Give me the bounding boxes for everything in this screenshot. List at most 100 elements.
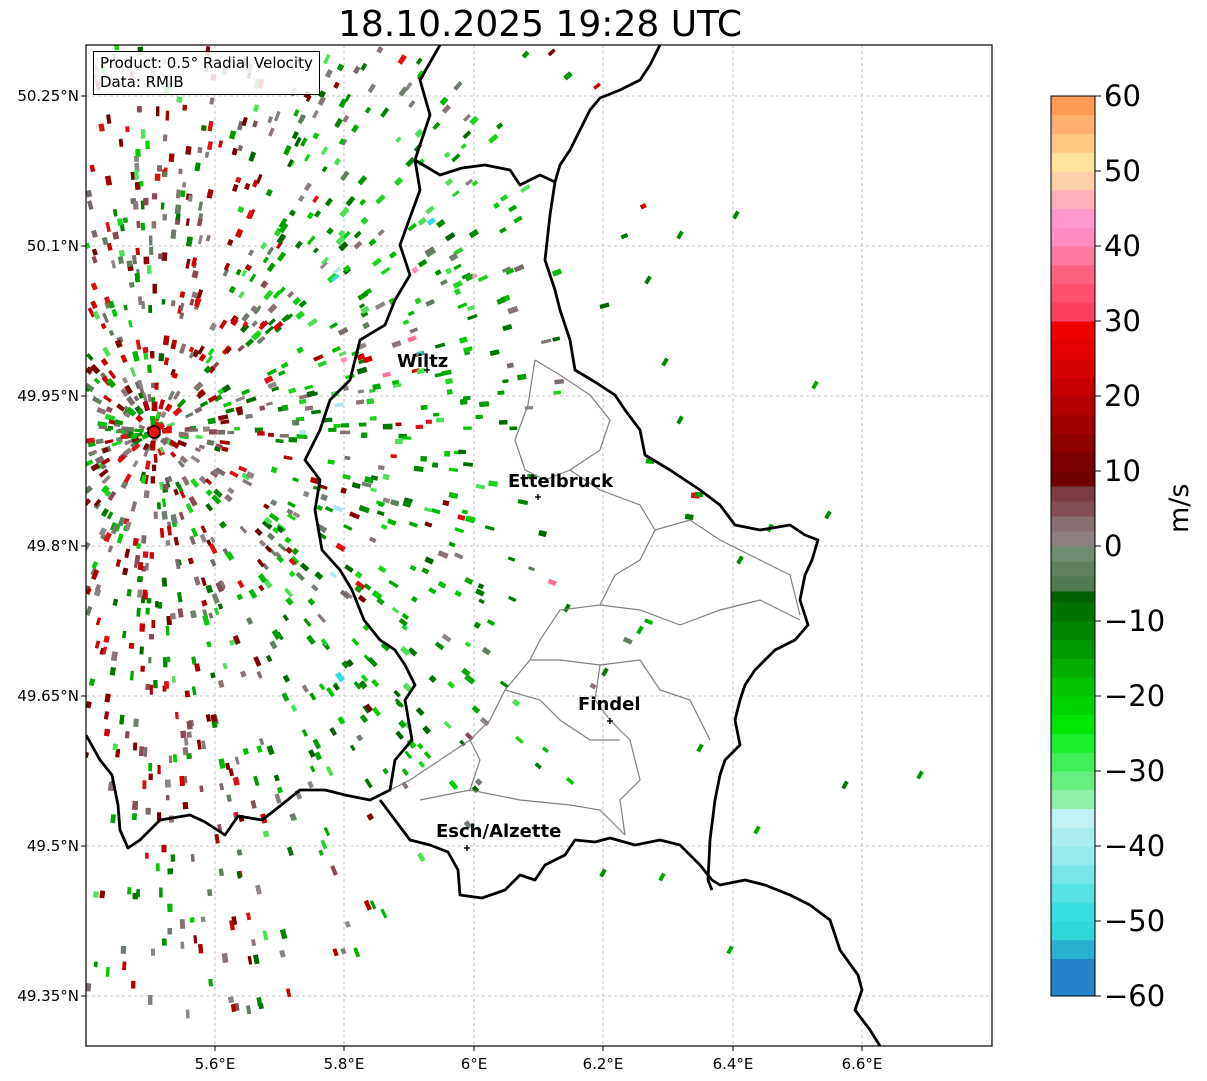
colorbar-tick-label: 60 (1104, 79, 1141, 113)
echo-bin (244, 183, 251, 191)
echo-bin (281, 313, 291, 323)
echo-bin (359, 198, 367, 206)
echo-bin (516, 373, 527, 381)
echo-bin (341, 660, 350, 669)
colorbar-tick-label: 30 (1104, 304, 1141, 338)
echo-bin (453, 263, 462, 271)
echo-bin (106, 114, 112, 124)
echo-bin (328, 427, 337, 432)
colorbar-tick-label: −10 (1104, 604, 1166, 638)
echo-bin (432, 462, 439, 468)
echo-bin (198, 201, 203, 211)
echo-bin (277, 251, 287, 262)
colorbar-segment (1051, 752, 1095, 772)
echo-bin (267, 116, 273, 124)
echo-bin (395, 422, 402, 427)
echo-bin (375, 194, 386, 205)
echo-bin (211, 468, 220, 477)
echo-bin (139, 746, 144, 757)
echo-bin (236, 870, 242, 879)
colorbar-gradient (1051, 96, 1095, 997)
echo-bin (93, 588, 102, 597)
echo-bin (219, 783, 224, 791)
colorbar-segment (1051, 171, 1095, 191)
echo-bin (189, 917, 195, 923)
echo-bin (228, 768, 234, 777)
echo-bin (157, 602, 163, 609)
echo-bin (163, 357, 169, 366)
lon-tick-label: 6.6°E (841, 1055, 883, 1073)
echo-bin (292, 419, 300, 426)
echo-bin (145, 852, 149, 859)
echo-bin (355, 580, 366, 590)
echo-bin (101, 485, 110, 494)
echo-bin (258, 1003, 264, 1010)
echo-bin (327, 459, 335, 465)
echo-bin (100, 322, 107, 330)
echo-bin (370, 475, 379, 481)
echo-bin (268, 512, 280, 522)
echo-bin (142, 443, 150, 451)
echo-bin (338, 241, 349, 252)
echo-bin (120, 480, 129, 490)
echo-bin (221, 446, 229, 453)
radar-site-marker[interactable] (147, 425, 161, 439)
echo-bin (486, 619, 496, 627)
echo-bin (137, 589, 143, 598)
echo-bin (180, 941, 185, 949)
echo-bin (282, 674, 291, 683)
echo-bin (475, 414, 483, 419)
echo-bin (428, 675, 437, 683)
echo-bin (132, 460, 139, 468)
echo-bin (130, 501, 138, 512)
echo-bin (377, 565, 387, 574)
echo-bin (209, 322, 217, 331)
echo-bin (278, 222, 289, 234)
echo-bin (286, 846, 294, 857)
echo-bin (186, 731, 192, 738)
echo-bin (202, 426, 210, 432)
echo-bin (223, 401, 232, 408)
echo-bin (443, 151, 451, 159)
echo-bin (257, 573, 268, 584)
echo-bin (317, 613, 326, 623)
colorbar-tick-label: 50 (1104, 154, 1141, 188)
echo-bin (340, 487, 347, 494)
echo-bin (166, 525, 172, 536)
echo-bin (287, 501, 296, 508)
echo-bin (220, 419, 230, 425)
echo-bin (115, 559, 122, 567)
echo-bin (228, 285, 236, 294)
echo-bin (344, 564, 354, 573)
echo-bin (398, 618, 408, 627)
echo-bin (205, 714, 211, 722)
echo-bin (194, 447, 202, 453)
echo-bin (239, 323, 250, 333)
echo-bin (101, 475, 111, 485)
echo-bin (199, 785, 204, 793)
echo-bin (732, 210, 740, 220)
echo-bin (143, 256, 150, 265)
echo-bin (393, 689, 401, 698)
echo-bin (288, 570, 296, 578)
echo-bin (173, 390, 181, 400)
echo-bin (183, 737, 189, 746)
echo-bin (102, 346, 111, 357)
echo-bin (173, 488, 179, 496)
echo-bin (499, 194, 509, 202)
echo-bin (262, 830, 270, 838)
colorbar-segment (1051, 677, 1095, 697)
echo-bin (325, 686, 335, 698)
echo-bin (248, 151, 257, 162)
echo-bin (138, 424, 146, 430)
echo-bin (339, 206, 350, 218)
echo-bin (377, 501, 384, 507)
echo-bin (236, 849, 243, 856)
echo-bin (161, 498, 167, 507)
echo-bin (112, 743, 118, 751)
echo-bin (137, 408, 145, 416)
echo-bin (135, 339, 142, 350)
echo-bin (237, 206, 245, 213)
echo-bin (213, 394, 223, 402)
